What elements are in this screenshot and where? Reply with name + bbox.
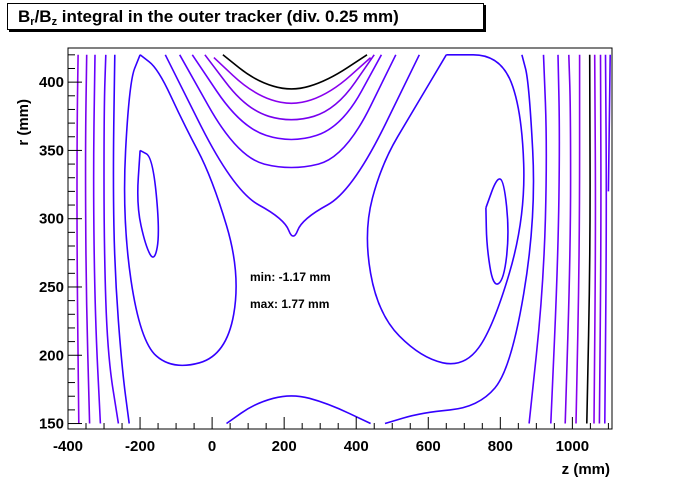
contour-lines (76, 54, 611, 425)
y-axis-label: r (mm) (15, 99, 32, 146)
x-tick-label: -400 (53, 438, 83, 455)
contour-line (164, 54, 421, 237)
y-tick-label: 150 (39, 416, 64, 433)
contour-line (123, 54, 237, 367)
title-mid: /B (34, 7, 52, 26)
contour-line (213, 57, 372, 105)
contour-line (607, 54, 611, 192)
contour-line (92, 54, 102, 424)
y-tick-label: 250 (39, 279, 64, 296)
x-tick-label: 0 (208, 438, 216, 455)
y-tick-label: 350 (39, 142, 64, 159)
contour-line (136, 149, 160, 258)
contour-line (604, 54, 608, 424)
y-tick-label: 300 (39, 211, 64, 228)
x-axis: -400 -200 0 200 400 600 800 1000 (53, 417, 609, 455)
contour-line (179, 54, 397, 169)
title-b: B (18, 7, 31, 26)
x-axis-label: z (mm) (562, 461, 610, 478)
contour-line (586, 54, 591, 424)
contour-line (226, 395, 371, 425)
chart-title: Br/Bz integral in the outer tracker (div… (7, 3, 484, 30)
contour-line (84, 54, 91, 424)
title-sub-r: r (30, 16, 35, 28)
contour-line (191, 54, 383, 141)
title-sub-z: z (51, 16, 58, 28)
y-axis: 150 200 250 300 350 400 (39, 54, 82, 433)
y-tick-label: 400 (39, 74, 64, 91)
x-tick-label: -200 (125, 438, 155, 455)
x-tick-label: 400 (344, 438, 369, 455)
contour-line (528, 54, 548, 424)
contour-line (366, 54, 525, 365)
annotation-max: max: 1.77 mm (250, 297, 329, 311)
x-tick-label: 200 (272, 438, 297, 455)
contour-line (103, 54, 120, 424)
annotation-min: min: -1.17 mm (250, 270, 331, 284)
contour-line (112, 54, 130, 424)
contour-line (204, 54, 375, 121)
contour-line (550, 54, 561, 424)
contour-line (598, 54, 602, 424)
x-tick-label: 600 (416, 438, 441, 455)
contour-line (485, 178, 509, 285)
contour-line (593, 54, 597, 424)
contour-line (575, 54, 581, 424)
x-tick-label: 800 (488, 438, 513, 455)
x-tick-label: 1000 (556, 438, 589, 455)
title-rest: integral in the outer tracker (div. 0.25… (57, 7, 399, 26)
plot-frame (67, 47, 613, 430)
contour-line (222, 54, 368, 90)
contour-line (76, 54, 80, 424)
contour-line (384, 54, 535, 425)
contour-line (564, 54, 572, 424)
y-tick-label: 200 (39, 347, 64, 364)
